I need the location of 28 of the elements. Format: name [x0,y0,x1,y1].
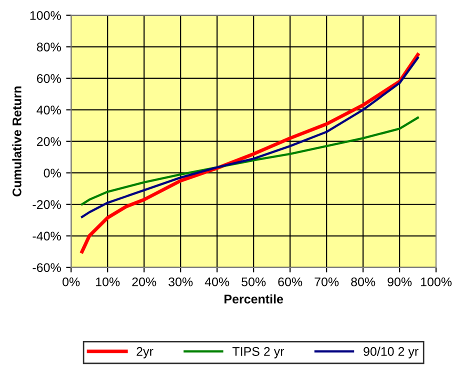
legend-label: 90/10 2 yr [364,346,418,358]
x-tick-label: 30% [168,277,193,286]
y-tick-label: 80% [36,42,61,52]
legend-label: 2yr [136,347,154,358]
x-tick-label: 10% [96,277,120,286]
y-axis-title: Cumulative Return [12,86,22,196]
legend-label: TIPS 2 yr [232,347,284,358]
y-tick-label: 40% [36,106,61,114]
x-tick-label: 20% [132,277,156,286]
x-tick-label: 80% [351,277,376,286]
y-tick-label: -60% [32,263,61,272]
x-tick-label: 90% [388,277,412,286]
x-tick-label: 50% [242,277,266,286]
y-tick-label: -40% [32,232,61,241]
y-tick-label: 60% [36,74,61,83]
line-series [80,52,420,254]
y-tick-label: -20% [32,200,61,210]
x-tick-label: 100% [421,277,452,286]
line-series [80,56,419,218]
y-tick-label: 0% [44,168,61,178]
y-tick-label: 100% [30,11,61,20]
y-tick-label: 20% [36,137,61,146]
line-series [80,116,419,206]
x-tick-label: 0% [62,277,80,286]
x-tick-label: 40% [204,277,230,286]
x-tick-label: 70% [314,277,339,286]
x-axis-title: Percentile [224,294,284,304]
x-tick-label: 60% [278,277,302,286]
